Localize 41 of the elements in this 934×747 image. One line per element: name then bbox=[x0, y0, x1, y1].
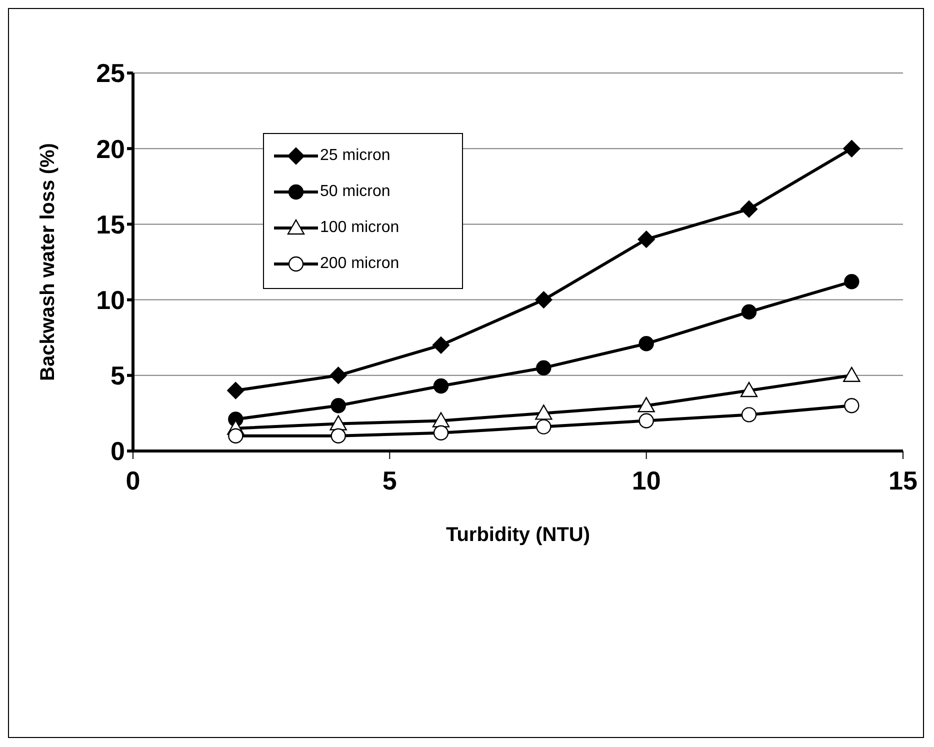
point bbox=[638, 397, 655, 412]
y-axis-title: Backwash water loss (%) bbox=[37, 143, 60, 381]
point bbox=[330, 366, 347, 384]
legend-label: 200 micron bbox=[320, 255, 400, 273]
point bbox=[844, 398, 860, 414]
point bbox=[432, 336, 450, 354]
point bbox=[228, 428, 244, 444]
x-axis-title: Turbidity (NTU) bbox=[446, 524, 590, 546]
point bbox=[741, 407, 757, 422]
point bbox=[330, 428, 346, 444]
y-tick-label: 25 bbox=[96, 58, 125, 88]
point bbox=[433, 378, 449, 394]
point bbox=[638, 336, 654, 352]
point bbox=[843, 140, 860, 158]
point bbox=[227, 382, 244, 400]
point bbox=[330, 398, 346, 414]
y-tick-label: 20 bbox=[96, 134, 125, 164]
point bbox=[740, 200, 758, 218]
point bbox=[536, 360, 552, 376]
point bbox=[535, 291, 552, 308]
point bbox=[330, 415, 347, 430]
point bbox=[844, 274, 860, 290]
point bbox=[843, 366, 860, 382]
point bbox=[433, 425, 449, 440]
point bbox=[740, 382, 758, 398]
point bbox=[536, 419, 552, 434]
y-tick-label: 5 bbox=[110, 360, 125, 391]
legend-label: 25 micron bbox=[320, 147, 390, 165]
point bbox=[638, 230, 655, 248]
x-tick-label: 15 bbox=[888, 465, 918, 496]
y-tick-label: 15 bbox=[96, 209, 125, 240]
point bbox=[638, 413, 654, 428]
point bbox=[432, 412, 450, 428]
point bbox=[535, 404, 552, 420]
point bbox=[741, 304, 757, 320]
x-tick-label: 5 bbox=[382, 465, 397, 496]
y-tick-label: 10 bbox=[96, 285, 125, 316]
legend-label: 50 micron bbox=[320, 183, 390, 201]
legend-label: 100 micron bbox=[320, 219, 400, 237]
y-tick-label: 0 bbox=[110, 436, 125, 466]
x-tick-label: 10 bbox=[632, 465, 661, 496]
